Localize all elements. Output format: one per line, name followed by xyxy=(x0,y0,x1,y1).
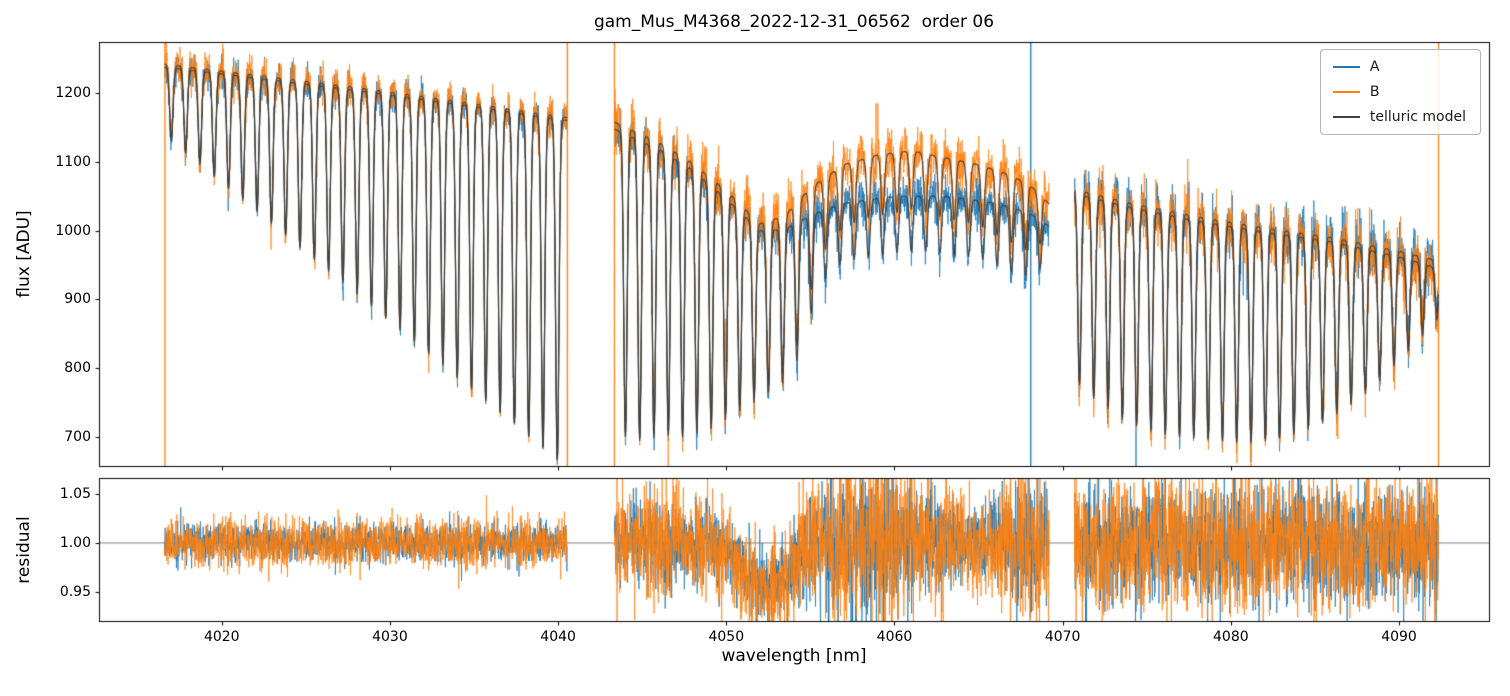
legend-label-b: B xyxy=(1369,84,1380,100)
y-tick-label-flux: 1000 xyxy=(55,222,91,239)
plot-title: gam_Mus_M4368_2022-12-31_06562 order 06 xyxy=(593,12,995,32)
legend: A B telluric model xyxy=(1319,49,1481,135)
y-axis-label-flux: flux [ADU] xyxy=(14,210,34,298)
x-tick-label: 4020 xyxy=(203,629,240,645)
y-tick-label-flux: 700 xyxy=(64,428,91,445)
y-axis-label-residual: residual xyxy=(14,516,34,584)
x-tick-label: 4070 xyxy=(1044,629,1081,645)
y-tick-label-flux: 900 xyxy=(64,291,91,308)
y-tick-label-residual: 1.05 xyxy=(59,485,91,502)
legend-label-telluric-model: telluric model xyxy=(1369,109,1466,125)
legend-line-a xyxy=(1332,66,1360,68)
x-tick-label: 4060 xyxy=(876,629,913,645)
x-tick-label: 4090 xyxy=(1381,629,1417,645)
x-tick-label: 4050 xyxy=(708,629,745,645)
legend-line-telluric-model xyxy=(1332,116,1360,118)
y-tick-label-flux: 800 xyxy=(64,360,91,377)
x-tick-label: 4080 xyxy=(1213,629,1249,645)
legend-label-a: A xyxy=(1369,59,1380,75)
y-tick-label-residual: 0.95 xyxy=(59,583,91,600)
legend-entry-b: B xyxy=(1332,84,1466,100)
x-tick-label: 4040 xyxy=(540,629,576,645)
legend-entry-a: A xyxy=(1332,59,1466,75)
x-axis-label: wavelength [nm] xyxy=(721,646,867,666)
legend-line-b xyxy=(1332,91,1360,93)
legend-entry-telluric-model: telluric model xyxy=(1332,109,1466,125)
y-tick-label-flux: 1100 xyxy=(55,153,91,170)
y-tick-label-residual: 1.00 xyxy=(59,534,91,551)
y-tick-label-flux: 1200 xyxy=(55,84,91,101)
x-tick-label: 4030 xyxy=(372,629,408,645)
